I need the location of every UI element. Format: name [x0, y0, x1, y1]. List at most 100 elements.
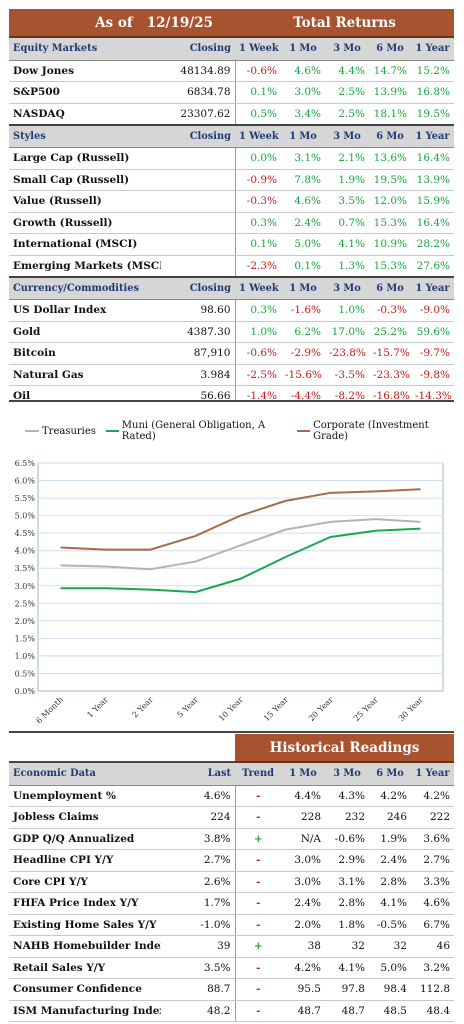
column-header: 1 Mo	[281, 761, 325, 786]
historical-value: 48.7	[325, 1000, 369, 1022]
historical-value: 3.1%	[325, 871, 369, 893]
table-row: Small Cap (Russell) -0.9% 7.8% 1.9% 19.5% 13.…	[9, 169, 454, 191]
return-value: 2.5%	[325, 81, 369, 104]
historical-value: 5.0%	[369, 957, 411, 979]
last-value: 39	[161, 935, 236, 958]
row-name: S&P500	[9, 81, 161, 104]
table-row: Consumer Confidence 88.7-95.5 97.8 98.4 112.…	[9, 978, 455, 1001]
return-value: 0.5%	[235, 103, 281, 125]
legend-swatch	[297, 430, 311, 432]
column-header: Last	[161, 761, 235, 786]
table-row: Unemployment % 4.6% -4.4% 4.3% 4.2% 4.2%	[9, 785, 455, 807]
return-value: -0.3%	[369, 299, 411, 322]
return-value: 3.4%	[281, 103, 325, 125]
period-header: 1 Year	[411, 275, 454, 300]
row-name: NASDAQ	[9, 103, 161, 125]
section-title: Equity Markets	[9, 36, 161, 61]
period-header: 1 Week	[235, 123, 281, 148]
section-title: Currency/Commodities	[9, 275, 161, 300]
currency-section-header: Currency/Commodities Closing 1 Week 1 Mo 3 M…	[9, 275, 454, 300]
return-value: 3.0%	[281, 81, 325, 104]
table-row: Retail Sales Y/Y 3.5% -4.2% 4.1% 5.0% 3.2%	[9, 957, 455, 979]
table-row: Value (Russell) -0.3% 4.6% 3.5% 12.0% 15.9%	[9, 190, 454, 213]
return-value: 15.9%	[411, 190, 454, 213]
return-value: -9.0%	[411, 299, 454, 322]
x-tick-label: 25 Year	[352, 695, 380, 723]
historical-value: -0.5%	[369, 914, 411, 936]
table-row: GDP Q/Q Annualized 3.8% + N/A -0.6% 1.9% 3.6%	[9, 828, 455, 850]
closing-value: 3.984	[161, 364, 236, 386]
return-value: 27.6%	[411, 255, 454, 277]
table-row: Dow Jones 48134.89 -0.6% 4.6% 4.4% 14.7% 15.2%	[9, 60, 454, 82]
historical-value: 3.2%	[411, 957, 455, 979]
period-header: 1 Mo	[281, 123, 325, 148]
historical-title: Historical Readings	[235, 734, 455, 763]
period-header: 1 Week	[235, 36, 281, 61]
legend-swatch	[25, 430, 39, 432]
historical-value: 246	[369, 806, 411, 829]
historical-value: 32	[325, 935, 369, 958]
historical-value: 2.4%	[369, 849, 411, 872]
y-tick-label: 3.0%	[15, 582, 36, 591]
trend-indicator: +	[235, 935, 281, 958]
return-value: 7.8%	[281, 169, 325, 191]
historical-value: 1.9%	[369, 828, 411, 850]
return-value: 0.3%	[235, 299, 281, 322]
return-value: -0.6%	[235, 60, 281, 82]
x-tick-label: 15 Year	[262, 695, 290, 723]
indicator-name: FHFA Price Index Y/Y	[9, 892, 161, 915]
last-value: 224	[161, 806, 236, 829]
closing-value	[161, 190, 236, 213]
historical-value: 2.8%	[325, 892, 369, 915]
series-line	[60, 518, 421, 571]
y-tick-label: 4.0%	[15, 547, 36, 556]
historical-value: 98.4	[369, 978, 411, 1001]
y-tick-label: 5.0%	[15, 512, 36, 521]
period-header: 3 Mo	[325, 123, 369, 148]
historical-value: 4.3%	[325, 785, 369, 807]
return-value: 0.1%	[235, 233, 281, 256]
historical-value: 3.0%	[281, 849, 325, 872]
closing-value	[161, 169, 236, 191]
return-value: -15.6%	[281, 364, 325, 386]
historical-value: 4.1%	[369, 892, 411, 915]
row-name: Natural Gas	[9, 364, 161, 386]
trend-indicator: -	[235, 785, 281, 807]
period-header: 1 Mo	[281, 275, 325, 300]
return-value: -3.5%	[325, 364, 369, 386]
return-value: 0.1%	[281, 255, 325, 277]
return-value: 15.3%	[369, 212, 411, 234]
legend-label: Corporate (Investment Grade)	[313, 420, 429, 442]
return-value: 0.0%	[235, 147, 281, 170]
x-tick-label: 1 Year	[85, 695, 110, 720]
return-value: -9.7%	[411, 342, 454, 365]
return-value: 16.4%	[411, 212, 454, 234]
period-header: 1 Year	[411, 36, 454, 61]
return-value: 59.6%	[411, 321, 454, 343]
table-row: Emerging Markets (MSCI) -2.3% 0.1% 1.3% 15.3…	[9, 255, 454, 277]
return-value: 18.1%	[369, 103, 411, 125]
row-name: International (MSCI)	[9, 233, 161, 256]
indicator-name: ISM Manufacturing Index	[9, 1000, 161, 1022]
historical-value: 232	[325, 806, 369, 829]
indicator-name: GDP Q/Q Annualized	[9, 828, 161, 850]
table-row: Headline CPI Y/Y 2.7% -3.0% 2.9% 2.4% 2.7%	[9, 849, 455, 872]
indicator-name: NAHB Homebuilder Index	[9, 935, 161, 958]
historical-value: 222	[411, 806, 455, 829]
closing-value	[161, 147, 236, 170]
total-returns-title: Total Returns	[235, 9, 454, 38]
historical-value: 2.7%	[411, 849, 455, 872]
indicator-name: Jobless Claims	[9, 806, 161, 829]
x-tick-label: 2 Year	[130, 695, 155, 720]
trend-indicator: +	[235, 828, 281, 850]
return-value: -0.3%	[235, 190, 281, 213]
equity-section-header: Equity Markets Closing 1 Week 1 Mo 3 Mo 6 Mo 1…	[9, 36, 454, 61]
historical-value: 2.9%	[325, 849, 369, 872]
table-row: Gold 4387.30 1.0% 6.2% 17.0% 25.2% 59.6%	[9, 321, 454, 343]
legend-item: Corporate (Investment Grade)	[297, 420, 454, 442]
historical-value: 2.8%	[369, 871, 411, 893]
legend-item: Treasuries	[25, 426, 96, 437]
table-row: NAHB Homebuilder Index 39 +38 32 32 46	[9, 935, 455, 958]
return-value: 6.2%	[281, 321, 325, 343]
last-value: -1.0%	[161, 914, 236, 936]
